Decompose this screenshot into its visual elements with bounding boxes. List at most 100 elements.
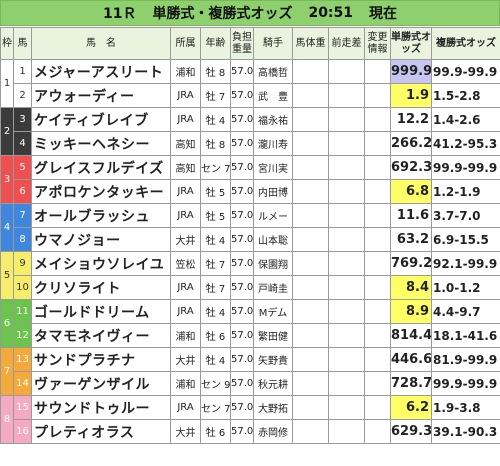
table-row: 2 アウォーディー JRA 牡 7 57.0 武 豊 1.9 1.5-2.8 [1, 83, 500, 108]
weight-cell: 57.0 [230, 275, 254, 300]
jockey-cell: 瀧川寿 [253, 131, 293, 156]
win-odds-cell: 11.6 [390, 203, 432, 228]
col-change-info: 変更情報 [364, 27, 391, 60]
age-cell: 牡 7 [200, 275, 231, 300]
horse-name-cell: クリソライト [31, 275, 171, 300]
horse-name-cell: ウマノジョー [31, 227, 171, 252]
table-row: 10 クリソライト JRA 牡 7 57.0 戸崎圭 8.4 1.0-1.2 [1, 275, 500, 300]
frame-number-cell: 4 [0, 203, 14, 252]
odds-table: 枠 馬 馬 名 所属 年齢 負担重量 騎手 馬体重 前走差 変更情報 単勝式オッ… [0, 27, 500, 444]
prev-diff-cell [328, 251, 365, 276]
weight-cell: 57.0 [230, 371, 254, 396]
frame-number-cell: 3 [0, 155, 14, 204]
prev-diff-cell [328, 395, 365, 420]
place-odds-cell: 1.4-2.6 [431, 107, 500, 132]
place-odds-cell: 99.9-99.9 [431, 59, 500, 84]
win-odds-cell: 12.2 [390, 107, 432, 132]
prev-diff-cell [328, 83, 365, 108]
horse-name-cell: メイショウソレイユ [31, 251, 171, 276]
affiliation-cell: 笠松 [170, 251, 201, 276]
prev-diff-cell [328, 131, 365, 156]
table-row: 1 1 メジャーアスリート 浦和牡 8 57.0 高橋哲 999.9 99.9-99.9 [0, 59, 500, 108]
win-odds-cell: 8.4 [390, 275, 432, 300]
jockey-cell: 武 豊 [253, 83, 293, 108]
horse-name-cell: ゴールドドリーム [31, 299, 171, 324]
table-row: 8 ウマノジョー 大井牡 4 57.0 山本聡 63.2 6.9-15.5 [1, 227, 500, 252]
jockey-cell: ルメー [253, 203, 293, 228]
horse-name-cell: オールブラッシュ [31, 203, 171, 228]
table-row: 14 ヴァーゲンザイル 浦和 セン 9 57.0 秋元耕 728.7 99.9-99.9 [1, 371, 500, 396]
body-weight-cell [292, 251, 329, 276]
win-odds-cell: 446.6 [390, 347, 432, 372]
change-info-cell [364, 83, 391, 108]
age-cell: セン 9 [200, 371, 231, 396]
win-odds-cell: 999.9 [390, 59, 432, 84]
body-weight-cell [292, 179, 329, 204]
change-info-cell [364, 419, 391, 444]
horse-number-cell: 12 [13, 323, 32, 348]
prev-diff-cell [328, 371, 365, 396]
col-prev-diff: 前走差 [328, 27, 365, 60]
body-weight-cell [292, 347, 329, 372]
affiliation-cell: JRA [170, 179, 201, 204]
col-jockey: 騎手 [253, 27, 293, 60]
win-odds-cell: 6.8 [390, 179, 432, 204]
place-odds-cell: 3.7-7.0 [431, 203, 500, 228]
age-cell: 牡 6 [200, 419, 231, 444]
jockey-cell: 保園翔 [253, 251, 293, 276]
col-horse-name: 馬 名 [31, 27, 171, 60]
update-time: 20:51 [308, 5, 354, 21]
age-cell: 牡 8 [200, 131, 231, 156]
horse-name-cell: アポロケンタッキー [31, 179, 171, 204]
frame-number-cell: 2 [0, 107, 14, 156]
affiliation-cell: JRA [170, 395, 201, 420]
prev-diff-cell [328, 227, 365, 252]
affiliation-cell: JRA [170, 275, 201, 300]
age-cell: 牡 5 [200, 203, 231, 228]
weight-cell: 57.0 [230, 83, 254, 108]
change-info-cell [364, 395, 391, 420]
affiliation-cell: JRA [170, 107, 201, 132]
win-odds-cell: 6.2 [390, 395, 432, 420]
change-info-cell [364, 347, 391, 372]
place-odds-cell: 81.9-99.9 [431, 347, 500, 372]
age-cell: 牡 8 [200, 59, 231, 84]
frame-number-cell: 8 [0, 395, 14, 444]
place-odds-cell: 39.1-90.3 [431, 419, 500, 444]
place-odds-cell: 99.9-99.9 [431, 155, 500, 180]
table-row: 4 7 オールブラッシュ JRA 牡 5 57.0 ルメー 11.6 3.7-7.0 [0, 203, 500, 252]
table-row: 12 タマモネイヴィー 浦和牡 6 57.0 繁田健 814.4 18.1-41.6 [1, 323, 500, 348]
body-weight-cell [292, 395, 329, 420]
race-title-bar: 11Ｒ 単勝式・複勝式オッズ 20:51 現在 [0, 0, 500, 26]
prev-diff-cell [328, 59, 365, 84]
win-odds-cell: 63.2 [390, 227, 432, 252]
horse-name-cell: メジャーアスリート [31, 59, 171, 84]
horse-number-cell: 4 [13, 131, 32, 156]
age-cell: 牡 7 [200, 251, 231, 276]
affiliation-cell: 大井 [170, 419, 201, 444]
change-info-cell [364, 59, 391, 84]
win-odds-cell: 692.3 [390, 155, 432, 180]
change-info-cell [364, 371, 391, 396]
win-odds-cell: 814.4 [390, 323, 432, 348]
horse-number-cell: 6 [13, 179, 32, 204]
race-number: 11Ｒ [102, 6, 137, 22]
weight-cell: 57.0 [230, 107, 254, 132]
age-cell: 牡 6 [200, 323, 231, 348]
weight-cell: 57.0 [230, 59, 254, 84]
weight-cell: 57.0 [230, 251, 254, 276]
age-cell: 牡 4 [200, 107, 231, 132]
place-odds-cell: 1.2-1.9 [431, 179, 500, 204]
horse-number-cell: 8 [13, 227, 32, 252]
body-weight-cell [292, 83, 329, 108]
body-weight-cell [292, 299, 329, 324]
change-info-cell [364, 275, 391, 300]
horse-number-cell: 7 [13, 203, 32, 228]
table-row: 4 ミッキーヘネシー 高知牡 8 57.0 瀧川寿 266.2 41.2-95.3 [1, 131, 500, 156]
table-row: 16 プレティオラス 大井牡 6 57.0 赤岡修 629.3 39.1-90.3 [1, 419, 500, 444]
body-weight-cell [292, 371, 329, 396]
weight-cell: 57.0 [230, 299, 254, 324]
change-info-cell [364, 107, 391, 132]
place-odds-cell: 92.1-99.9 [431, 251, 500, 276]
win-odds-cell: 266.2 [390, 131, 432, 156]
